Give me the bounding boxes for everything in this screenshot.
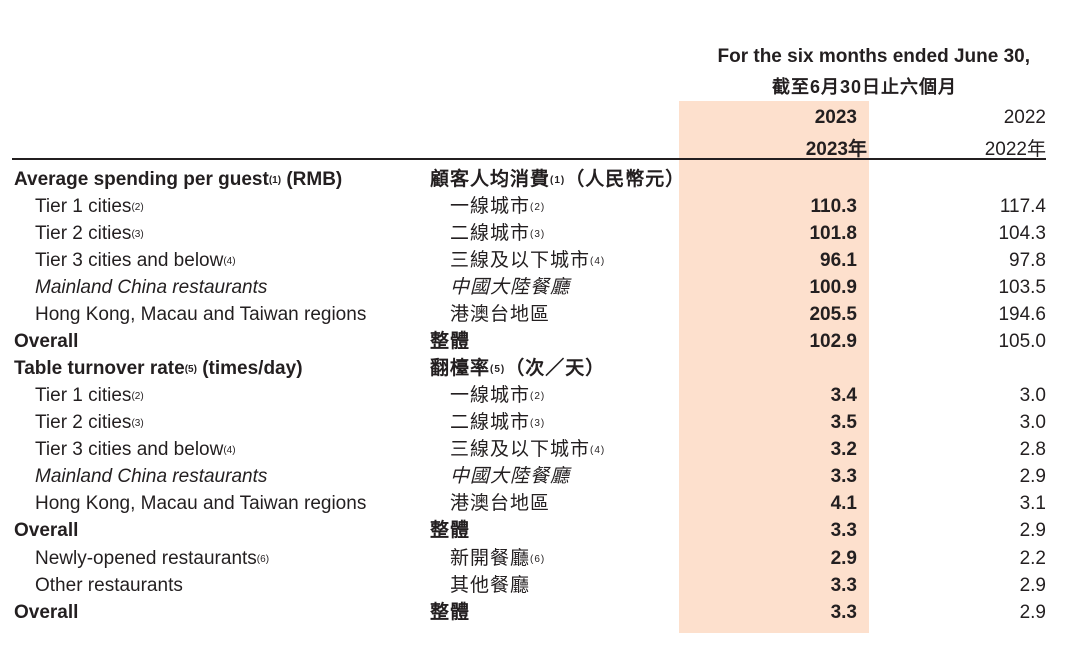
value-2023: 2.9: [830, 548, 857, 569]
value-2023: 4.1: [830, 493, 857, 514]
value-2023: 3.3: [830, 575, 857, 596]
row-label-en: Tier 1 cities(2): [35, 196, 144, 217]
row-label-en: Average spending per guest(1) (RMB): [14, 169, 343, 190]
value-2022: 3.0: [1019, 385, 1046, 406]
table-row: Other restaurants 其他餐廳 3.3 2.9: [0, 572, 1080, 599]
row-label-zh: 中國大陸餐廳: [450, 277, 571, 298]
row-label-zh: 翻檯率(5)（次／天）: [430, 358, 606, 379]
row-label-zh: 整體: [430, 331, 471, 352]
table-row: Tier 1 cities(2) 一線城市(2) 110.3 117.4: [0, 193, 1080, 220]
table-row: Tier 2 cities(3) 二線城市(3) 3.5 3.0: [0, 409, 1080, 436]
row-label-en: Overall: [14, 331, 79, 352]
col-2022-zh: 2022年: [984, 139, 1046, 160]
row-label-en: Tier 2 cities(3): [35, 223, 144, 244]
row-label-en: Newly-opened restaurants(6): [35, 548, 270, 569]
value-2022: 103.5: [998, 277, 1046, 298]
col-2023-en: 2023: [814, 107, 857, 128]
row-label-en: Tier 2 cities(3): [35, 412, 144, 433]
value-2023: 100.9: [809, 277, 857, 298]
row-label-en: Overall: [14, 602, 79, 623]
table-row: Hong Kong, Macau and Taiwan regions 港澳台地…: [0, 490, 1080, 517]
value-2023: 3.2: [830, 439, 857, 460]
value-2022: 3.0: [1019, 412, 1046, 433]
value-2023: 3.5: [830, 412, 857, 433]
period-header-zh: 截至6月30日止六個月: [772, 77, 958, 97]
row-label-zh: 中國大陸餐廳: [450, 466, 571, 487]
col-2023-zh: 2023年: [805, 139, 867, 160]
value-2023: 3.4: [830, 385, 857, 406]
row-label-zh: 港澳台地區: [450, 493, 551, 514]
row-label-zh: 港澳台地區: [450, 304, 551, 325]
highlight-column-2023: [679, 101, 869, 633]
value-2022: 2.2: [1019, 548, 1046, 569]
table-row: Tier 3 cities and below(4) 三線及以下城市(4) 3.…: [0, 436, 1080, 463]
table-row: Tier 3 cities and below(4) 三線及以下城市(4) 96…: [0, 247, 1080, 274]
value-2023: 102.9: [809, 331, 857, 352]
row-label-zh: 三線及以下城市(4): [450, 250, 606, 271]
value-2022: 2.9: [1019, 602, 1046, 623]
row-label-zh: 一線城市(2): [450, 385, 546, 406]
row-label-en: Hong Kong, Macau and Taiwan regions: [35, 493, 367, 514]
row-label-zh: 二線城市(3): [450, 412, 546, 433]
table-row: Tier 1 cities(2) 一線城市(2) 3.4 3.0: [0, 382, 1080, 409]
row-label-en: Tier 1 cities(2): [35, 385, 144, 406]
row-label-en: Overall: [14, 520, 79, 541]
table-row: Newly-opened restaurants(6) 新開餐廳(6) 2.9 …: [0, 545, 1080, 572]
table-row: Hong Kong, Macau and Taiwan regions 港澳台地…: [0, 301, 1080, 328]
value-2022: 104.3: [998, 223, 1046, 244]
table-row: Overall 整體 102.9 105.0: [0, 328, 1080, 355]
row-label-zh: 整體: [430, 520, 471, 541]
row-label-en: Tier 3 cities and below(4): [35, 250, 236, 271]
col-2022-en: 2022: [1003, 107, 1046, 128]
table-row: Average spending per guest(1) (RMB) 顧客人均…: [0, 166, 1080, 193]
row-label-en: Mainland China restaurants: [35, 466, 268, 487]
value-2022: 2.9: [1019, 575, 1046, 596]
value-2023: 101.8: [809, 223, 857, 244]
table-row: Overall 整體 3.3 2.9: [0, 517, 1080, 544]
value-2022: 2.8: [1019, 439, 1046, 460]
value-2023: 205.5: [809, 304, 857, 325]
period-header-en: For the six months ended June 30,: [717, 46, 1030, 67]
value-2022: 3.1: [1019, 493, 1046, 514]
table-row: Overall 整體 3.3 2.9: [0, 599, 1080, 626]
value-2023: 96.1: [820, 250, 857, 271]
row-label-zh: 一線城市(2): [450, 196, 546, 217]
header-rule: [12, 158, 1046, 160]
value-2022: 2.9: [1019, 466, 1046, 487]
row-label-zh: 整體: [430, 602, 471, 623]
row-label-zh: 新開餐廳(6): [450, 548, 546, 569]
value-2022: 2.9: [1019, 520, 1046, 541]
row-label-zh: 二線城市(3): [450, 223, 546, 244]
table-row: Tier 2 cities(3) 二線城市(3) 101.8 104.3: [0, 220, 1080, 247]
row-label-zh: 顧客人均消費(1)（人民幣元）: [430, 169, 686, 190]
table-row: Mainland China restaurants 中國大陸餐廳 100.9 …: [0, 274, 1080, 301]
row-label-zh: 其他餐廳: [450, 575, 531, 596]
row-label-en: Tier 3 cities and below(4): [35, 439, 236, 460]
row-label-zh: 三線及以下城市(4): [450, 439, 606, 460]
value-2023: 3.3: [830, 466, 857, 487]
value-2022: 97.8: [1009, 250, 1046, 271]
row-label-en: Table turnover rate(5) (times/day): [14, 358, 303, 379]
table-row: Table turnover rate(5) (times/day) 翻檯率(5…: [0, 355, 1080, 382]
row-label-en: Mainland China restaurants: [35, 277, 268, 298]
value-2022: 105.0: [998, 331, 1046, 352]
value-2023: 3.3: [830, 602, 857, 623]
value-2022: 117.4: [999, 196, 1046, 217]
value-2023: 110.3: [810, 196, 858, 217]
table-row: Mainland China restaurants 中國大陸餐廳 3.3 2.…: [0, 463, 1080, 490]
row-label-en: Other restaurants: [35, 575, 183, 596]
value-2022: 194.6: [998, 304, 1046, 325]
value-2023: 3.3: [830, 520, 857, 541]
row-label-en: Hong Kong, Macau and Taiwan regions: [35, 304, 367, 325]
